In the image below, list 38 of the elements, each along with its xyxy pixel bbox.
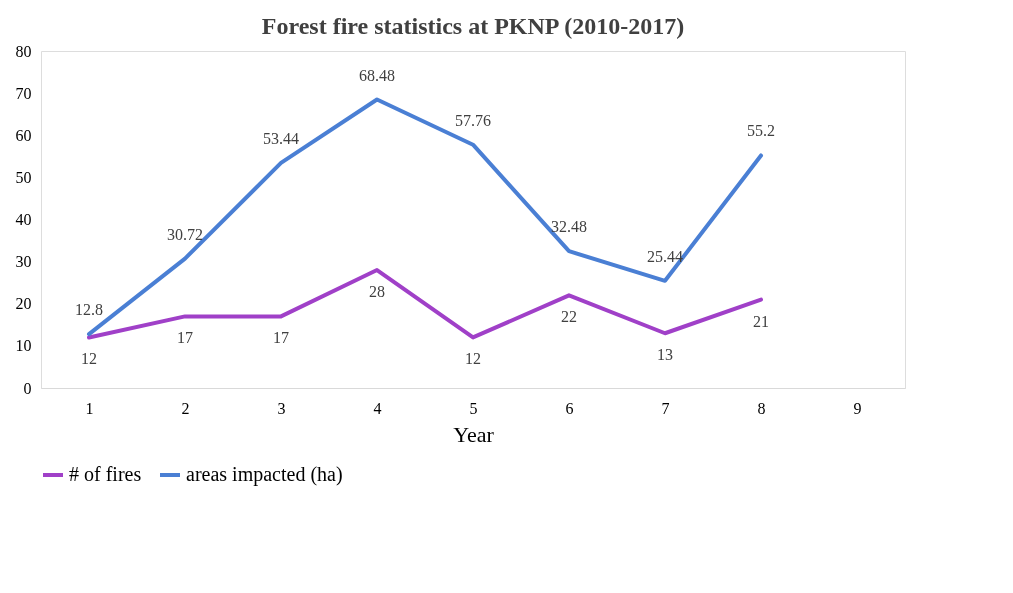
data-label: 17: [273, 329, 289, 347]
data-label: 12: [465, 350, 481, 368]
data-label: 28: [369, 283, 385, 301]
x-axis-title: Year: [453, 421, 495, 447]
y-tick-label: 80: [15, 42, 32, 60]
data-label: 68.48: [359, 66, 395, 84]
data-label: 53.44: [263, 129, 299, 147]
y-tick-label: 70: [15, 84, 32, 102]
y-tick-label: 30: [15, 253, 32, 271]
data-label: 21: [753, 312, 769, 330]
legend-label: # of fires: [69, 463, 142, 485]
y-tick-label: 10: [15, 337, 32, 355]
y-tick-label: 20: [15, 295, 32, 313]
y-tick-label: 60: [15, 126, 32, 144]
x-tick-label: 1: [85, 399, 94, 417]
x-tick-label: 8: [757, 399, 766, 417]
data-label: 13: [657, 346, 673, 364]
x-tick-label: 4: [373, 399, 382, 417]
data-label: 57.76: [455, 111, 491, 129]
x-tick-label: 2: [181, 399, 190, 417]
chart-title: Forest fire statistics at PKNP (2010-2017): [261, 13, 685, 39]
legend-label: areas impacted (ha): [186, 463, 343, 486]
data-label: 32.48: [551, 218, 587, 236]
x-tick-label: 6: [565, 399, 574, 417]
data-label: 30.72: [167, 225, 203, 243]
data-label: 25.44: [647, 247, 683, 265]
data-label: 22: [561, 308, 577, 326]
x-tick-label: 9: [853, 399, 862, 417]
data-label: 12.8: [75, 301, 103, 319]
y-tick-label: 40: [15, 211, 32, 228]
data-label: 55.2: [747, 122, 775, 140]
x-tick-label: 5: [469, 399, 478, 417]
x-tick-label: 3: [277, 399, 286, 417]
data-label: 12: [81, 350, 97, 368]
y-tick-label: 50: [15, 168, 32, 186]
data-label: 17: [177, 329, 193, 347]
y-tick-label: 0: [23, 379, 32, 397]
x-tick-label: 7: [661, 399, 670, 417]
